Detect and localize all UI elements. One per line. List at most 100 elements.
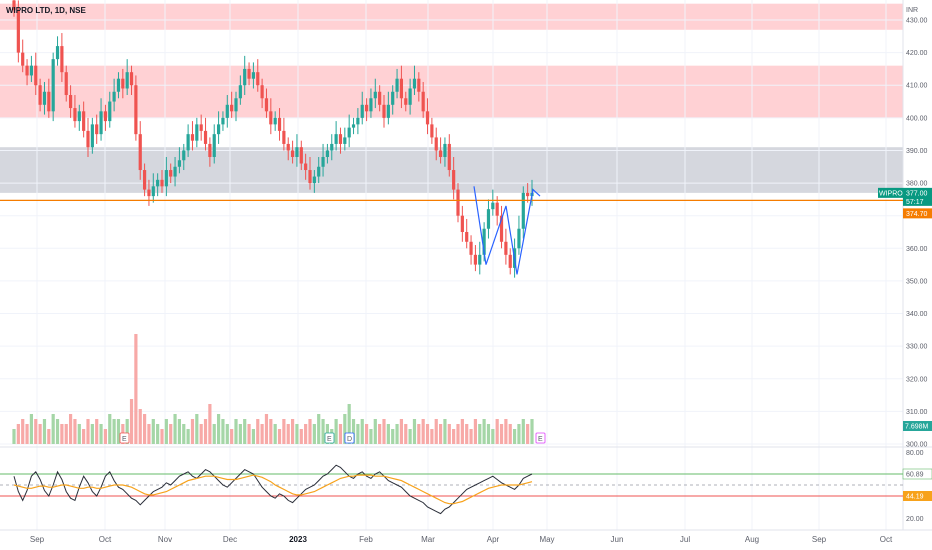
candle-5 <box>34 65 38 86</box>
candle-112 <box>499 215 504 242</box>
volume-bar-69 <box>312 424 316 444</box>
candle-7 <box>42 91 47 105</box>
candle-95 <box>425 111 430 125</box>
event-marker-0 <box>119 432 130 444</box>
volume-bar-77 <box>347 404 351 444</box>
candle-52 <box>238 85 242 99</box>
volume-bar-19 <box>95 419 99 444</box>
volume-bar-100 <box>447 424 451 444</box>
volume-bar-41 <box>190 419 195 444</box>
volume-bar-95 <box>425 424 430 444</box>
volume-bar-65 <box>295 424 299 444</box>
volume-bar-82 <box>369 429 373 444</box>
candle-12 <box>64 72 68 96</box>
volume-bar-106 <box>473 419 478 444</box>
candle-101 <box>452 170 456 190</box>
candle-14 <box>73 108 77 122</box>
x-tick-10: Jul <box>680 535 690 544</box>
volume-bar-23 <box>112 419 116 444</box>
volume-bar-13 <box>68 414 73 444</box>
x-tick-9: Jun <box>611 535 624 544</box>
candle-86 <box>386 104 390 118</box>
candle-19 <box>95 124 99 135</box>
candle-46 <box>212 134 216 157</box>
candle-74 <box>334 134 338 144</box>
volume-bar-50 <box>230 429 234 444</box>
rsi-upper-value: 60.89 <box>906 472 924 479</box>
volume-bar-86 <box>386 424 390 444</box>
candle-33 <box>156 179 160 187</box>
volume-bar-83 <box>373 419 377 444</box>
candle-36 <box>169 170 173 177</box>
volume-bar-20 <box>99 424 103 444</box>
candle-9 <box>51 59 55 112</box>
x-tick-0: Sep <box>30 535 45 544</box>
volume-bar-42 <box>195 414 199 444</box>
volume-bar-104 <box>465 424 469 444</box>
volume-bar-113 <box>504 419 508 444</box>
candle-65 <box>295 147 299 157</box>
volume-bar-51 <box>234 419 238 444</box>
volume-bar-34 <box>160 429 164 444</box>
volume-bar-55 <box>251 429 256 444</box>
candle-20 <box>99 111 103 135</box>
volume-bar-109 <box>486 424 491 444</box>
volume-bar-52 <box>238 424 242 444</box>
volume-bar-15 <box>77 424 81 444</box>
candle-39 <box>182 150 186 161</box>
candle-104 <box>465 232 469 242</box>
volume-bar-62 <box>282 419 286 444</box>
symbol-tag: WIPRO <box>879 190 903 197</box>
candle-63 <box>286 143 290 151</box>
candle-0 <box>12 0 16 11</box>
volume-bar-81 <box>364 424 369 444</box>
volume-bar-107 <box>478 424 482 444</box>
candle-91 <box>408 88 412 105</box>
candle-57 <box>260 85 264 99</box>
volume-bar-114 <box>508 424 512 444</box>
volume-bar-0 <box>12 429 16 444</box>
y-tick-9: 340.00 <box>906 311 928 318</box>
candle-102 <box>456 189 460 216</box>
volume-bar-84 <box>378 424 382 444</box>
y-tick-1: 420.00 <box>906 50 928 57</box>
volume-bar-44 <box>203 419 208 444</box>
y-tick-3: 400.00 <box>906 115 928 122</box>
volume-bar-43 <box>199 424 203 444</box>
candle-76 <box>343 137 347 144</box>
event-marker-3 <box>535 432 546 444</box>
candle-26 <box>125 72 129 89</box>
volume-bar-63 <box>286 424 290 444</box>
event-label-1: E <box>327 436 332 443</box>
candle-30 <box>142 170 147 190</box>
candle-56 <box>256 72 260 86</box>
volume-bar-116 <box>517 424 521 444</box>
chart-title: WIPRO LTD, 1D, NSE <box>6 6 86 15</box>
volume-bar-115 <box>512 429 517 444</box>
candle-48 <box>221 117 225 125</box>
candle-35 <box>164 170 168 187</box>
candle-81 <box>364 104 369 112</box>
volume-bar-87 <box>391 429 395 444</box>
candle-99 <box>443 143 447 157</box>
volume-bar-67 <box>304 424 308 444</box>
candle-71 <box>321 156 325 167</box>
volume-bar-4 <box>29 414 34 444</box>
candle-27 <box>129 72 134 86</box>
candle-44 <box>203 130 208 144</box>
candle-10 <box>55 46 60 60</box>
line-price-tag-bg <box>903 208 932 219</box>
volume-bar-10 <box>55 419 60 444</box>
y-tick-4: 390.00 <box>906 148 928 155</box>
candle-3 <box>25 65 29 76</box>
volume-bar-30 <box>142 414 147 444</box>
volume-bar-40 <box>186 429 190 444</box>
candle-116 <box>517 228 521 249</box>
volume-bar-22 <box>108 414 112 444</box>
candle-113 <box>504 241 508 255</box>
rsi-tick-0: 80.00 <box>906 450 924 457</box>
candle-13 <box>68 95 73 109</box>
candle-54 <box>247 68 251 79</box>
x-tick-12: Sep <box>812 535 827 544</box>
